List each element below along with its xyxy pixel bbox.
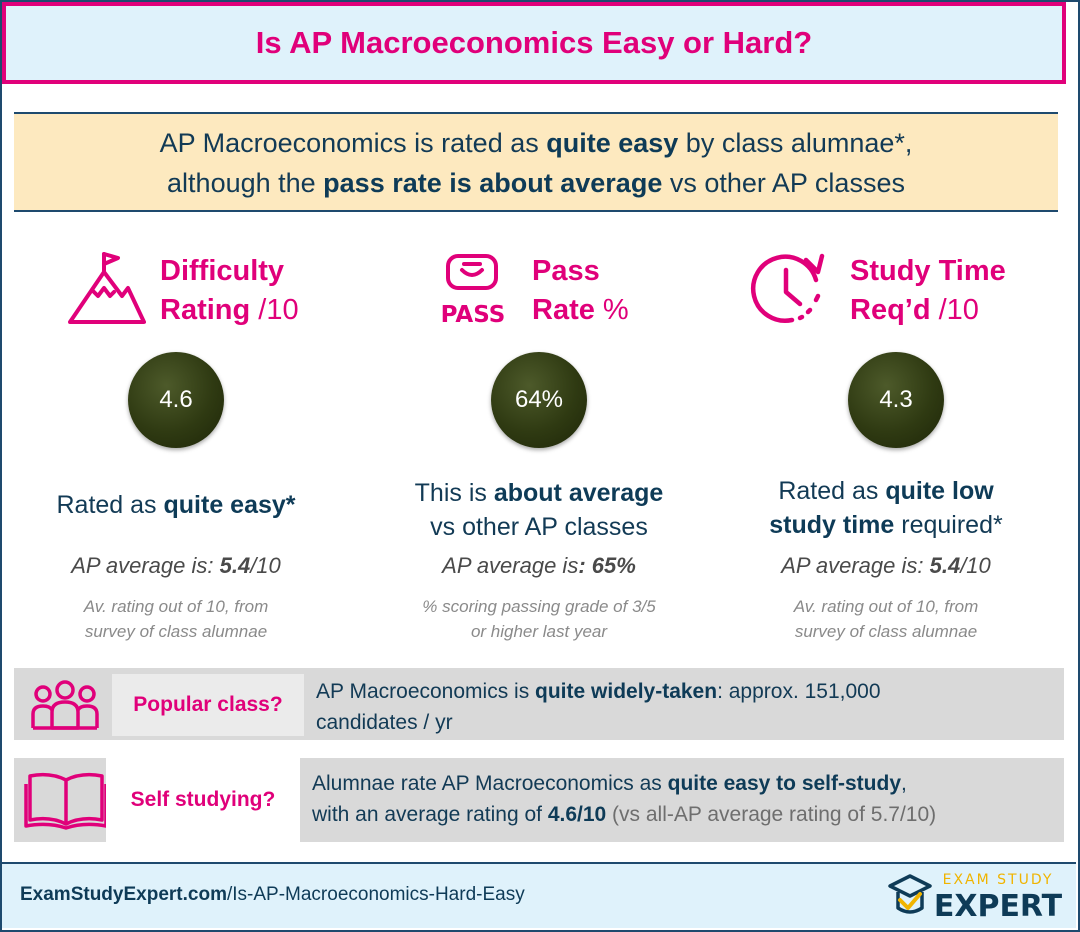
self-study-text-bold: quite easy to self-study — [667, 772, 902, 795]
pass-rated-pre: This is — [414, 479, 494, 507]
popular-class-text: AP Macroeconomics is quite widely-taken:… — [316, 676, 1056, 738]
study-time-average: AP average is: 5.4/10 — [716, 553, 1056, 579]
difficulty-rated-text: Rated as quite easy* — [6, 488, 346, 522]
popular-text-bold: quite widely-taken — [535, 680, 718, 703]
people-icon — [30, 678, 100, 737]
pass-title-bold: Rate — [532, 294, 595, 326]
pass-note: % scoring passing grade of 3/5 or higher… — [369, 594, 709, 644]
study-time-rated-text: Rated as quite low study time required* — [716, 474, 1056, 542]
open-book-icon — [24, 770, 108, 835]
pass-rated-bold: about average — [493, 479, 664, 507]
difficulty-note-line1: Av. rating out of 10, from — [83, 597, 269, 616]
study-time-rated-bold: quite low — [885, 477, 994, 505]
difficulty-title-light: /10 — [250, 294, 299, 326]
popular-text-pre: AP Macroeconomics is — [316, 680, 536, 703]
study-time-rated-post: required* — [894, 511, 1003, 539]
pass-value-circle: 64% — [491, 352, 587, 448]
pass-note-line2: or higher last year — [470, 622, 608, 641]
exam-study-expert-logo: EXAM STUDY EXPERT — [886, 864, 1066, 924]
study-time-title-bold: Req’d — [850, 294, 931, 326]
summary-line1-bold: quite easy — [546, 128, 679, 158]
pass-average: AP average is: 65% — [369, 553, 709, 579]
self-study-line2-grey: (vs all-AP average rating of 5.7/10) — [606, 803, 937, 826]
study-time-rated-pre: Rated as — [778, 477, 886, 505]
pass-rated-post: vs other AP classes — [430, 513, 648, 541]
pass-icon-text: PASS — [441, 302, 506, 326]
summary-line1-pre: AP Macroeconomics is rated as — [159, 128, 547, 158]
footer-url-domain[interactable]: ExamStudyExpert.com — [20, 884, 227, 905]
difficulty-column-header: Difficulty Rating /10 — [66, 250, 406, 331]
study-time-value-circle: 4.3 — [848, 352, 944, 448]
footer-url-path[interactable]: /Is-AP-Macroeconomics-Hard-Easy — [226, 884, 525, 905]
self-study-text-post: , — [901, 772, 907, 795]
summary-line-2: although the pass rate is about average … — [14, 163, 1058, 203]
difficulty-avg-label: AP average is: — [71, 553, 220, 578]
pass-column-header: PASS Pass Rate % — [436, 250, 776, 331]
difficulty-rated-pre: Rated as — [56, 491, 164, 519]
footer-url[interactable]: ExamStudyExpert.com/Is-AP-Macroeconomics… — [20, 884, 525, 906]
difficulty-value-circle: 4.6 — [128, 352, 224, 448]
pass-icon: PASS — [436, 250, 510, 331]
self-study-line2-pre: with an average rating of — [312, 803, 548, 826]
difficulty-avg-value: 5.4 — [219, 553, 251, 578]
mountain-flag-icon — [66, 250, 146, 331]
difficulty-average: AP average is: 5.4/10 — [6, 553, 346, 579]
self-study-text: Alumnae rate AP Macroeconomics as quite … — [312, 768, 1060, 830]
difficulty-avg-suffix: /10 — [250, 553, 281, 578]
title-bar: Is AP Macroeconomics Easy or Hard? — [2, 2, 1066, 84]
pass-note-line1: % scoring passing grade of 3/5 — [422, 597, 656, 616]
summary-line-1: AP Macroeconomics is rated as quite easy… — [14, 123, 1058, 163]
graduation-cap-icon — [888, 874, 932, 914]
pass-title-light: % — [594, 294, 629, 326]
difficulty-rated-bold: quite easy* — [163, 491, 296, 519]
summary-box: AP Macroeconomics is rated as quite easy… — [14, 112, 1058, 212]
popular-class-label: Popular class? — [112, 674, 304, 736]
popular-text-line2: candidates / yr — [316, 711, 453, 734]
difficulty-title-bold: Rating — [160, 294, 251, 326]
summary-line2-bold: pass rate is about average — [323, 168, 663, 198]
pass-title-line1: Pass — [532, 255, 600, 287]
popular-text-post: : approx. 151,000 — [717, 680, 881, 703]
summary-line1-post: by class alumnae*, — [678, 128, 913, 158]
study-time-avg-value: 5.4 — [929, 553, 961, 578]
study-time-avg-label: AP average is: — [781, 553, 930, 578]
study-time-note-line2: survey of class alumnae — [794, 622, 978, 641]
self-study-text-pre: Alumnae rate AP Macroeconomics as — [312, 772, 668, 795]
page-title: Is AP Macroeconomics Easy or Hard? — [255, 25, 813, 60]
study-time-note-line1: Av. rating out of 10, from — [793, 597, 979, 616]
study-time-title-light: /10 — [930, 294, 979, 326]
logo-text-bottom: EXPERT — [934, 889, 1063, 924]
self-study-line2-bold: 4.6/10 — [547, 803, 607, 826]
study-time-avg-suffix: /10 — [960, 553, 991, 578]
summary-line2-post: vs other AP classes — [662, 168, 905, 198]
pass-avg-label: AP average is — [442, 553, 579, 578]
pass-rated-text: This is about average vs other AP classe… — [369, 476, 709, 544]
self-study-label: Self studying? — [106, 758, 300, 842]
difficulty-title-line1: Difficulty — [160, 255, 285, 287]
study-time-note: Av. rating out of 10, from survey of cla… — [716, 594, 1056, 644]
difficulty-note: Av. rating out of 10, from survey of cla… — [6, 594, 346, 644]
clock-icon — [750, 250, 828, 333]
study-time-title-line1: Study Time — [850, 255, 1006, 287]
study-time-rated-bold2: study time — [769, 511, 895, 539]
pass-avg-value: : 65% — [578, 553, 636, 578]
logo-text-top: EXAM STUDY — [943, 872, 1054, 888]
summary-line2-pre: although the — [167, 168, 324, 198]
study-time-column-header: Study Time Req’d /10 — [750, 250, 1080, 333]
difficulty-note-line2: survey of class alumnae — [84, 622, 268, 641]
